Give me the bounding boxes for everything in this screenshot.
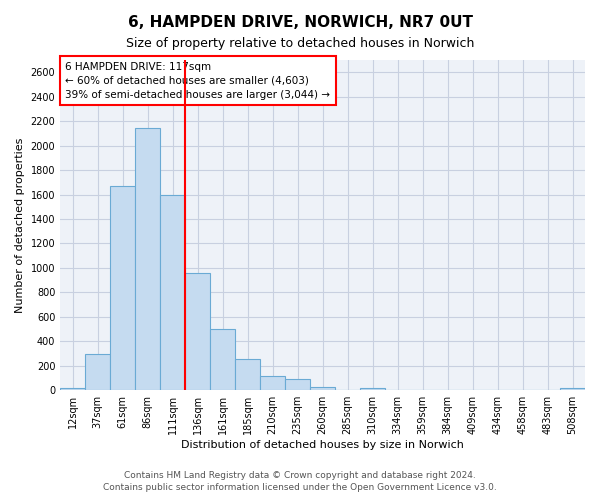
Bar <box>185 273 210 390</box>
Bar <box>310 386 335 390</box>
Text: 6 HAMPDEN DRIVE: 117sqm
← 60% of detached houses are smaller (4,603)
39% of semi: 6 HAMPDEN DRIVE: 117sqm ← 60% of detache… <box>65 62 331 100</box>
Bar <box>360 388 385 390</box>
Bar <box>560 388 585 390</box>
Bar <box>210 329 235 390</box>
X-axis label: Distribution of detached houses by size in Norwich: Distribution of detached houses by size … <box>181 440 464 450</box>
Bar <box>60 388 85 390</box>
Bar <box>110 186 135 390</box>
Text: Contains HM Land Registry data © Crown copyright and database right 2024.
Contai: Contains HM Land Registry data © Crown c… <box>103 471 497 492</box>
Text: Size of property relative to detached houses in Norwich: Size of property relative to detached ho… <box>126 38 474 51</box>
Bar <box>160 194 185 390</box>
Bar <box>260 376 285 390</box>
Bar <box>135 128 160 390</box>
Y-axis label: Number of detached properties: Number of detached properties <box>15 138 25 313</box>
Bar <box>235 359 260 390</box>
Bar <box>85 354 110 390</box>
Text: 6, HAMPDEN DRIVE, NORWICH, NR7 0UT: 6, HAMPDEN DRIVE, NORWICH, NR7 0UT <box>128 15 473 30</box>
Bar <box>285 378 310 390</box>
